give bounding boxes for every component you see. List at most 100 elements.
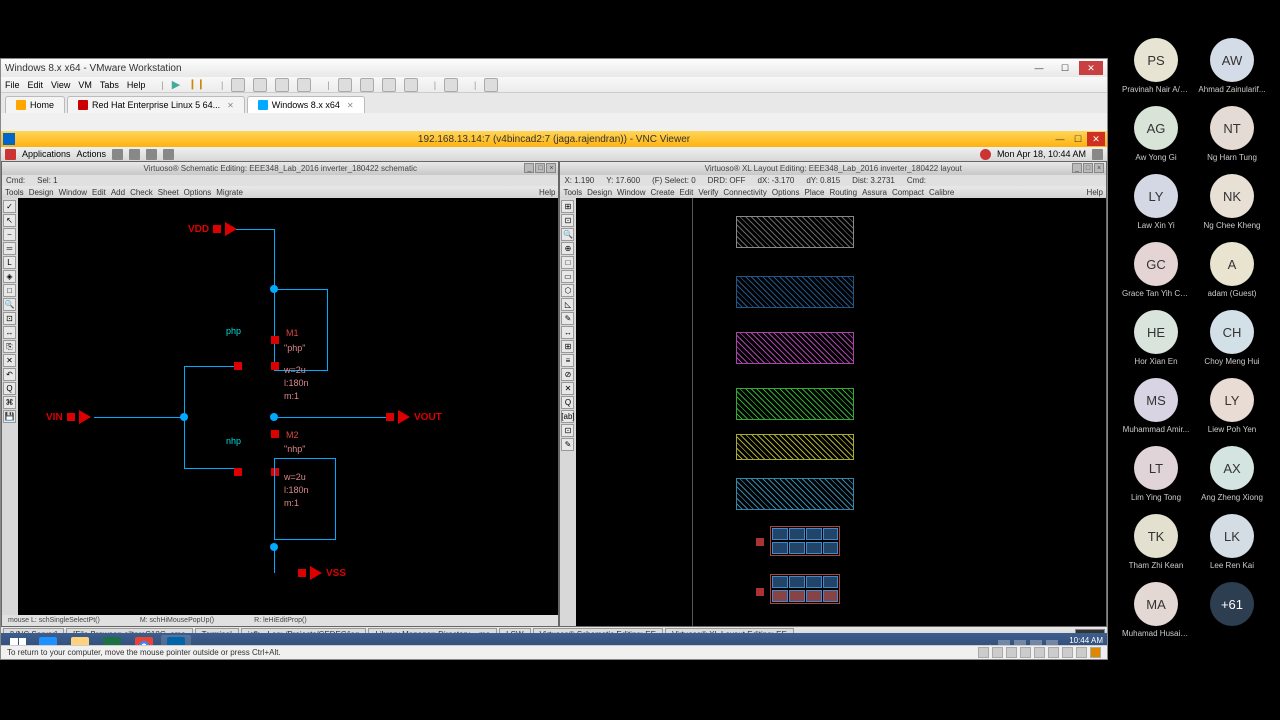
clock[interactable]: Mon Apr 18, 10:44 AM <box>997 149 1086 159</box>
tool-stretch[interactable]: ↔ <box>3 326 16 339</box>
toolbar-icon[interactable] <box>444 78 458 92</box>
menu-edit[interactable]: Edit <box>92 188 106 197</box>
max-btn[interactable]: □ <box>535 163 545 173</box>
tool-fit[interactable]: ⊡ <box>3 312 16 325</box>
participant[interactable]: NKNg Chee Kheng <box>1198 174 1266 230</box>
menu-vm[interactable]: VM <box>78 80 92 90</box>
tool[interactable]: [ab] <box>561 410 574 423</box>
tool[interactable]: ✕ <box>561 382 574 395</box>
pin-vdd[interactable]: VDD <box>188 222 237 236</box>
play-button[interactable]: ▶ <box>172 78 180 91</box>
status-icon[interactable] <box>1090 647 1101 658</box>
tool[interactable]: ⊞ <box>561 200 574 213</box>
tool[interactable]: ⬡ <box>561 284 574 297</box>
schematic-titlebar[interactable]: Virtuoso® Schematic Editing: EEE348_Lab_… <box>2 162 558 175</box>
status-icon[interactable] <box>1006 647 1017 658</box>
max-btn[interactable]: □ <box>1083 163 1093 173</box>
menu-help[interactable]: Help <box>539 188 555 197</box>
participant[interactable]: AGAw Yong Gi <box>1122 106 1190 162</box>
device-instance[interactable] <box>770 526 840 556</box>
vnc-titlebar[interactable]: 192.168.13.14:7 (v4bincad2:7 (jaga.rajen… <box>1 131 1107 147</box>
tool[interactable]: ⊡ <box>561 424 574 437</box>
menu-design[interactable]: Design <box>587 188 612 197</box>
tool-bus[interactable]: ═ <box>3 242 16 255</box>
tool-instance[interactable]: □ <box>3 284 16 297</box>
participant[interactable]: LTLim Ying Tong <box>1122 446 1190 502</box>
menu-edit[interactable]: Edit <box>680 188 694 197</box>
vnc-close[interactable]: ✕ <box>1087 132 1105 146</box>
applications-menu[interactable]: Applications <box>22 149 71 159</box>
tool[interactable]: 🔍 <box>561 228 574 241</box>
menu-edit[interactable]: Edit <box>28 80 44 90</box>
tool[interactable]: ⊞ <box>561 340 574 353</box>
tool-wire[interactable]: ⎯ <box>3 228 16 241</box>
participant[interactable]: AXAng Zheng Xiong <box>1198 446 1266 502</box>
toolbar-icon[interactable] <box>484 78 498 92</box>
menu-view[interactable]: View <box>51 80 70 90</box>
pin-vss[interactable]: VSS <box>298 566 346 580</box>
participant[interactable]: LYLaw Xin Yi <box>1122 174 1190 230</box>
tab-windows[interactable]: Windows 8.x x64 ✕ <box>247 96 365 113</box>
tool[interactable]: Q <box>561 396 574 409</box>
panel-icon[interactable] <box>146 149 157 160</box>
pin-vin[interactable]: VIN <box>46 410 91 424</box>
menu-help[interactable]: Help <box>127 80 146 90</box>
schematic-canvas[interactable]: VDD php <box>18 198 558 615</box>
close-btn[interactable]: × <box>1094 163 1104 173</box>
menu-assura[interactable]: Assura <box>862 188 887 197</box>
tool[interactable]: ⊡ <box>561 214 574 227</box>
menu-options[interactable]: Options <box>184 188 212 197</box>
participant[interactable]: LKLee Ren Kai <box>1198 514 1266 570</box>
participant[interactable]: LYLiew Poh Yen <box>1198 378 1266 434</box>
layout-canvas[interactable]: ↖ <box>576 198 1106 626</box>
menu-check[interactable]: Check <box>130 188 153 197</box>
tool[interactable]: ⊘ <box>561 368 574 381</box>
tool[interactable]: □ <box>561 256 574 269</box>
tab-close-icon[interactable]: ✕ <box>227 101 234 110</box>
menu-help[interactable]: Help <box>1087 188 1103 197</box>
pmos-device[interactable] <box>271 336 279 344</box>
menu-options[interactable]: Options <box>772 188 800 197</box>
participant[interactable]: +61 <box>1198 582 1266 638</box>
layer-rect[interactable] <box>736 216 854 248</box>
menu-routing[interactable]: Routing <box>830 188 858 197</box>
status-icon[interactable] <box>1020 647 1031 658</box>
menu-window[interactable]: Window <box>59 188 87 197</box>
participant[interactable]: MSMuhammad Amir... <box>1122 378 1190 434</box>
tool-delete[interactable]: ✕ <box>3 354 16 367</box>
tool-undo[interactable]: ↶ <box>3 368 16 381</box>
tool-pin[interactable]: ◈ <box>3 270 16 283</box>
menu-verify[interactable]: Verify <box>698 188 718 197</box>
vnc-maximize[interactable]: ☐ <box>1069 132 1087 146</box>
toolbar-icon[interactable] <box>231 78 245 92</box>
toolbar-icon[interactable] <box>382 78 396 92</box>
tab-home[interactable]: Home <box>5 96 65 113</box>
participant[interactable]: GCGrace Tan Yih Chin <box>1122 242 1190 298</box>
toolbar-icon[interactable] <box>404 78 418 92</box>
tool[interactable]: ≡ <box>561 354 574 367</box>
toolbar-icon[interactable] <box>297 78 311 92</box>
menu-tools[interactable]: Tools <box>563 188 582 197</box>
layer-rect[interactable] <box>736 388 854 420</box>
tool-cmd[interactable]: ⌘ <box>3 396 16 409</box>
vmware-titlebar[interactable]: Windows 8.x x64 - VMware Workstation — ☐… <box>1 59 1107 77</box>
panel-icon[interactable] <box>129 149 140 160</box>
status-icon[interactable] <box>1076 647 1087 658</box>
menu-add[interactable]: Add <box>111 188 125 197</box>
tool-check[interactable]: ✓ <box>3 200 16 213</box>
panel-icon[interactable] <box>163 149 174 160</box>
volume-icon[interactable] <box>1092 149 1103 160</box>
tool-copy[interactable]: ⎘ <box>3 340 16 353</box>
tool-label[interactable]: L <box>3 256 16 269</box>
menu-compact[interactable]: Compact <box>892 188 924 197</box>
participant[interactable]: TKTham Zhi Kean <box>1122 514 1190 570</box>
status-icon[interactable] <box>1062 647 1073 658</box>
maximize-button[interactable]: ☐ <box>1053 61 1077 75</box>
layer-rect[interactable] <box>736 434 854 460</box>
status-icon[interactable] <box>1048 647 1059 658</box>
status-icon[interactable] <box>978 647 989 658</box>
tool[interactable]: ⊕ <box>561 242 574 255</box>
participant[interactable]: HEHor Xian En <box>1122 310 1190 366</box>
close-button[interactable]: ✕ <box>1079 61 1103 75</box>
close-btn[interactable]: × <box>546 163 556 173</box>
